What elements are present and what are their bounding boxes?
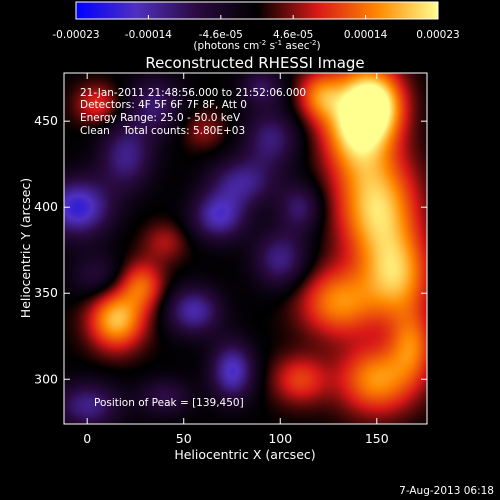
y-axis-ticks: 300 350 400 450 [34,113,427,386]
x-tick-label: 0 [83,431,91,446]
y-tick-label: 450 [34,113,58,128]
colorbar-tick-label: -0.00023 [52,29,99,41]
y-tick-label: 400 [34,199,58,214]
colorbar-ticks: -0.00023 -0.00014 -4.6e-05 4.6e-05 0.00014 0.… [52,15,460,41]
chart-title: Reconstructed RHESSI Image [145,54,364,72]
plot-area: 0 50 100 150 300 350 400 450 [34,72,428,446]
image-annotations: 21-Jan-2011 21:48:56.000 to 21:52:06.000… [80,87,306,409]
annotation-clean: Clean Total counts: 5.80E+03 [80,125,245,137]
plot-frame [63,72,428,425]
x-axis-ticks: 0 50 100 150 [83,73,389,446]
colorbar-tick-label: 0.00014 [344,29,388,41]
annotation-peak: Position of Peak = [139,450] [94,397,244,409]
y-tick-label: 300 [34,371,58,386]
x-tick-label: 150 [365,431,389,446]
footer-date: 7-Aug-2013 06:18 [399,485,494,497]
annotation-time: 21-Jan-2011 21:48:56.000 to 21:52:06.000 [80,87,306,99]
annotation-detectors: Detectors: 4F 5F 6F 7F 8F, Att 0 [80,99,247,111]
y-tick-label: 350 [34,285,58,300]
colorbar-unit-label: (photons cm-2 s-1 asec-2) [193,39,320,52]
y-axis-label: Heliocentric Y (arcsec) [18,178,33,318]
colorbar-tick-label: 0.00023 [416,29,459,41]
x-tick-label: 100 [268,431,292,446]
colorbar-tick-label: 4.6e-05 [273,29,313,41]
heatmap-image [64,73,427,424]
colorbar: -0.00023 -0.00014 -4.6e-05 4.6e-05 0.00014 0.… [52,1,460,52]
x-axis-label: Heliocentric X (arcsec) [174,447,315,462]
colorbar-gradient [75,1,439,20]
x-tick-label: 50 [176,431,192,446]
colorbar-tick-label: -4.6e-05 [199,29,243,41]
colorbar-tick-label: -0.00014 [125,29,173,41]
annotation-energy: Energy Range: 25.0 - 50.0 keV [80,112,241,124]
